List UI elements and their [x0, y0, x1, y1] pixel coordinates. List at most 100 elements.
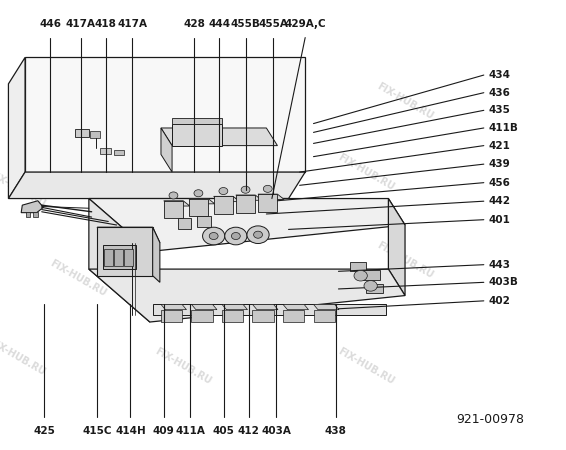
Text: 446: 446: [39, 19, 61, 29]
Polygon shape: [89, 198, 405, 252]
Bar: [172, 118, 222, 124]
Bar: [222, 310, 243, 322]
Polygon shape: [161, 304, 186, 310]
Text: FIX-HUB.RU: FIX-HUB.RU: [0, 337, 47, 378]
Polygon shape: [21, 201, 44, 213]
Bar: [125, 249, 132, 266]
Text: 434: 434: [488, 70, 510, 80]
Polygon shape: [161, 128, 277, 146]
Circle shape: [219, 188, 228, 194]
Polygon shape: [236, 195, 262, 200]
Text: 401: 401: [488, 215, 510, 225]
Text: 429A,C: 429A,C: [284, 19, 326, 29]
Text: 439: 439: [488, 159, 510, 169]
Text: FIX-HUB.RU: FIX-HUB.RU: [0, 170, 47, 210]
Bar: [161, 310, 182, 322]
Polygon shape: [89, 269, 405, 322]
Text: FIX-HUB.RU: FIX-HUB.RU: [375, 81, 435, 122]
Bar: [75, 129, 89, 137]
Text: FIX-HUB.RU: FIX-HUB.RU: [153, 161, 213, 201]
Polygon shape: [8, 58, 25, 198]
Polygon shape: [97, 227, 160, 243]
Text: FIX-HUB.RU: FIX-HUB.RU: [48, 81, 108, 122]
Circle shape: [225, 227, 247, 245]
Text: 403B: 403B: [488, 277, 518, 288]
Circle shape: [203, 227, 225, 245]
Text: 412: 412: [238, 426, 260, 436]
Bar: [103, 245, 136, 269]
Text: 405: 405: [213, 426, 234, 436]
Text: 436: 436: [488, 88, 510, 98]
Text: 414H: 414H: [115, 426, 146, 436]
Bar: [197, 216, 211, 227]
Polygon shape: [164, 201, 190, 206]
Text: 415C: 415C: [83, 426, 112, 436]
Text: 403A: 403A: [261, 426, 291, 436]
Text: 443: 443: [488, 260, 510, 270]
Text: 411A: 411A: [175, 426, 205, 436]
Text: 456: 456: [488, 178, 510, 188]
Bar: [90, 131, 100, 138]
Text: 455A: 455A: [258, 19, 288, 29]
Bar: [178, 218, 191, 230]
Bar: [100, 148, 111, 154]
Bar: [314, 310, 335, 322]
Circle shape: [169, 192, 178, 199]
Text: 442: 442: [488, 196, 510, 206]
Circle shape: [231, 233, 241, 239]
Bar: [188, 198, 208, 216]
Text: FIX-HUB.RU: FIX-HUB.RU: [336, 152, 396, 192]
Polygon shape: [25, 58, 305, 172]
Bar: [153, 304, 385, 315]
Bar: [236, 195, 255, 213]
Text: 418: 418: [95, 19, 117, 29]
Polygon shape: [161, 128, 172, 172]
Polygon shape: [8, 172, 305, 198]
Text: 402: 402: [488, 296, 510, 306]
Bar: [252, 310, 273, 322]
Polygon shape: [388, 198, 405, 296]
Bar: [191, 310, 213, 322]
Circle shape: [254, 231, 263, 238]
Circle shape: [354, 270, 367, 281]
Bar: [283, 310, 304, 322]
Polygon shape: [222, 304, 247, 310]
Polygon shape: [258, 194, 284, 199]
Bar: [164, 201, 183, 218]
Text: 417A: 417A: [117, 19, 147, 29]
Text: FIX-HUB.RU: FIX-HUB.RU: [375, 240, 435, 280]
Text: FIX-HUB.RU: FIX-HUB.RU: [336, 346, 396, 386]
Bar: [350, 261, 366, 271]
Bar: [214, 196, 233, 214]
Text: FIX-HUB.RU: FIX-HUB.RU: [209, 64, 269, 104]
Polygon shape: [314, 304, 339, 310]
Polygon shape: [89, 198, 150, 322]
Text: FIX-HUB.RU: FIX-HUB.RU: [209, 271, 269, 311]
Text: 428: 428: [183, 19, 205, 29]
Bar: [25, 212, 30, 217]
Bar: [172, 124, 222, 146]
Text: 435: 435: [488, 105, 510, 115]
Text: 444: 444: [208, 19, 230, 29]
Bar: [363, 270, 380, 280]
Text: FIX-HUB.RU: FIX-HUB.RU: [153, 346, 213, 386]
Polygon shape: [188, 198, 215, 204]
Circle shape: [209, 233, 218, 239]
Polygon shape: [214, 196, 240, 202]
Text: FIX-HUB.RU: FIX-HUB.RU: [48, 258, 108, 298]
Bar: [33, 212, 38, 217]
Bar: [104, 249, 113, 266]
Text: 411B: 411B: [488, 123, 518, 133]
Bar: [366, 284, 383, 293]
Circle shape: [194, 190, 203, 197]
Bar: [114, 249, 123, 266]
Text: 438: 438: [325, 426, 346, 436]
Text: 409: 409: [153, 426, 175, 436]
Polygon shape: [191, 304, 217, 310]
Text: 417A: 417A: [66, 19, 96, 29]
Polygon shape: [283, 304, 308, 310]
Text: 425: 425: [33, 426, 55, 436]
Bar: [258, 194, 277, 212]
Bar: [97, 227, 153, 276]
Text: 921-00978: 921-00978: [456, 413, 524, 426]
